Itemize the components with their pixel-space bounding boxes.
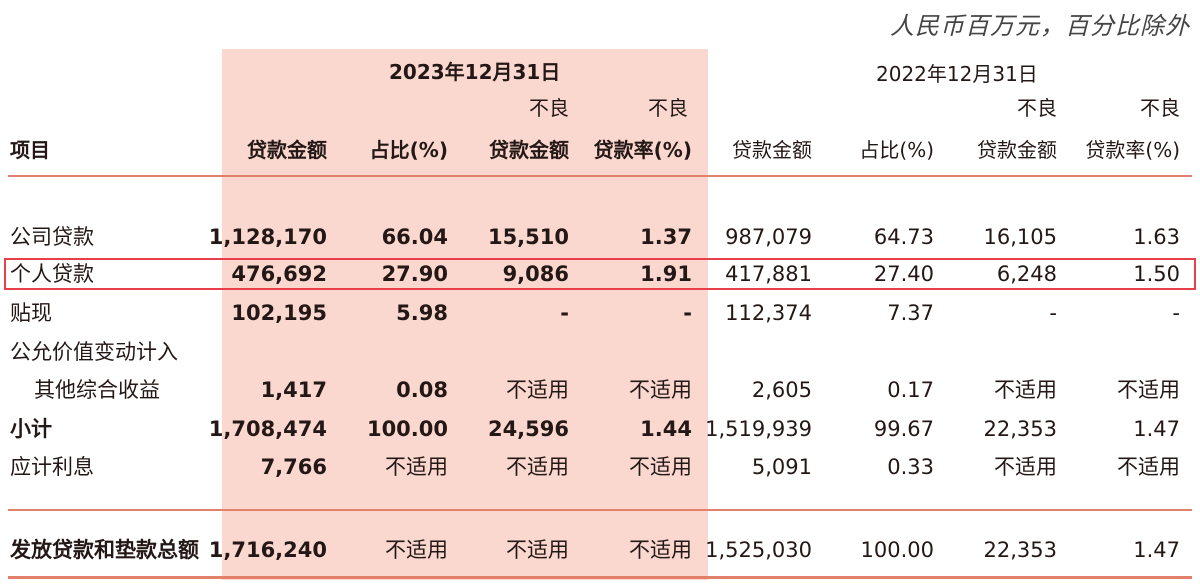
cell: 22,353 [983, 417, 1057, 441]
cell: 5,091 [751, 455, 812, 479]
current-period-shading [222, 49, 708, 580]
cell: 1,716,240 [208, 538, 327, 562]
cell: 不适用 [629, 455, 692, 479]
cell: 1.47 [1133, 417, 1180, 441]
cell: 100.00 [366, 417, 448, 441]
cell: 64.73 [873, 225, 934, 249]
header-col-4: 贷款率(%) [593, 138, 692, 162]
header-col-6: 占比(%) [859, 138, 934, 162]
row-label: 小计 [10, 417, 52, 441]
cell: 417,881 [725, 262, 812, 286]
row-label: 发放贷款和垫款总额 [10, 538, 199, 562]
cell: 0.17 [887, 378, 934, 402]
period-2022: 2022年12月31日 [876, 62, 1038, 86]
header-col-5: 贷款金额 [732, 138, 812, 162]
cell: - [1172, 301, 1180, 325]
cell: - [683, 301, 692, 325]
unit-note: 人民币百万元，百分比除外 [890, 12, 1190, 40]
cell: 9,086 [502, 262, 569, 286]
cell: 不适用 [506, 378, 569, 402]
cell: 不适用 [385, 455, 448, 479]
cell: 不适用 [629, 378, 692, 402]
header-item: 项目 [10, 138, 50, 162]
header-top-7: 不良 [1017, 96, 1057, 120]
cell: 1.37 [640, 225, 692, 249]
cell: 24,596 [487, 417, 569, 441]
header-rule [8, 175, 1192, 177]
cell: 6,248 [996, 262, 1057, 286]
cell: 1.91 [640, 262, 692, 286]
row-label: 个人贷款 [10, 262, 94, 286]
cell: 1.47 [1133, 538, 1180, 562]
cell: 1.50 [1133, 262, 1180, 286]
cell: 15,510 [487, 225, 569, 249]
header-top-8: 不良 [1140, 96, 1180, 120]
cell: - [560, 301, 569, 325]
cell: 不适用 [506, 538, 569, 562]
row-label: 贴现 [10, 301, 52, 325]
cell: 不适用 [385, 538, 448, 562]
cell: 66.04 [381, 225, 448, 249]
cell: 99.67 [873, 417, 934, 441]
cell: 7.37 [887, 301, 934, 325]
row-label: 公允价值变动计入 [10, 340, 178, 364]
cell: 不适用 [994, 455, 1057, 479]
cell: 1,417 [260, 378, 327, 402]
cell: 1,708,474 [208, 417, 327, 441]
header-top-3: 不良 [529, 96, 569, 120]
cell: 102,195 [231, 301, 327, 325]
cell: 100.00 [860, 538, 934, 562]
row-label: 其他综合收益 [34, 378, 160, 402]
cell: 不适用 [506, 455, 569, 479]
header-col-3: 贷款金额 [489, 138, 569, 162]
cell: 16,105 [983, 225, 1057, 249]
cell: 112,374 [725, 301, 812, 325]
row-label: 应计利息 [10, 455, 94, 479]
header-col-2: 占比(%) [369, 138, 448, 162]
cell: 987,079 [725, 225, 812, 249]
period-2023: 2023年12月31日 [389, 60, 561, 84]
cell: 1.44 [640, 417, 692, 441]
cell: 不适用 [994, 378, 1057, 402]
cell: 27.40 [873, 262, 934, 286]
cell: - [1049, 301, 1057, 325]
cell: 2,605 [751, 378, 812, 402]
cell: 27.90 [381, 262, 448, 286]
cell: 7,766 [260, 455, 327, 479]
cell: 不适用 [629, 538, 692, 562]
header-col-7: 贷款金额 [977, 138, 1057, 162]
cell: 不适用 [1117, 378, 1180, 402]
cell: 0.33 [887, 455, 934, 479]
cell: 1,128,170 [208, 225, 327, 249]
cell: 476,692 [231, 262, 327, 286]
cell: 1,519,939 [705, 417, 812, 441]
cell: 1.63 [1133, 225, 1180, 249]
cell: 不适用 [1117, 455, 1180, 479]
highlight-box [4, 258, 1196, 290]
bottom-rule [8, 576, 1192, 579]
cell: 1,525,030 [705, 538, 812, 562]
total-top-rule [8, 509, 1192, 511]
header-col-8: 贷款率(%) [1085, 138, 1180, 162]
header-top-4: 不良 [648, 96, 688, 120]
header-col-1: 贷款金额 [247, 138, 327, 162]
cell: 0.08 [396, 378, 448, 402]
cell: 22,353 [983, 538, 1057, 562]
cell: 5.98 [396, 301, 448, 325]
row-label: 公司贷款 [10, 225, 94, 249]
